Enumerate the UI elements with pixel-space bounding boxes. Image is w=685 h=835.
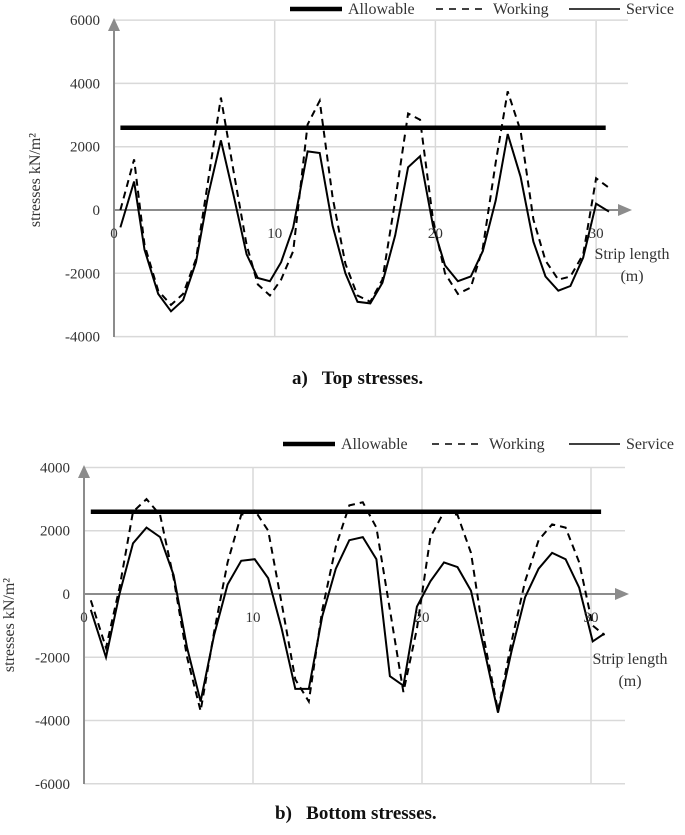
y-tick-label: -2000 — [65, 266, 100, 282]
x-axis-arrow-icon — [618, 204, 632, 216]
legend-label-allowable: Allowable — [348, 1, 415, 18]
legend-label-allowable: Allowable — [341, 436, 408, 453]
y-axis-arrow-icon — [108, 18, 120, 31]
top-labels: -4000 -2000 0 2000 4000 6000 0 10 20 30 stresses k… — [27, 13, 670, 346]
y-axis-arrow-icon — [78, 465, 90, 478]
series-service — [119, 133, 610, 313]
x-tick-label: 20 — [428, 226, 443, 242]
y-tick-label: -6000 — [35, 777, 70, 793]
top-grid — [114, 19, 628, 338]
y-tick-label: 0 — [93, 203, 101, 219]
y-tick-label: 2000 — [40, 524, 70, 540]
y-axis-title: stresses kN/m² — [27, 133, 44, 227]
legend-label-working: Working — [489, 436, 545, 453]
top-axes — [108, 18, 632, 337]
bottom-labels: -6000 -4000 -2000 0 2000 4000 0 10 20 30 stresses … — [1, 460, 668, 792]
legend-label-working: Working — [493, 1, 549, 18]
y-axis-title: stresses kN/m² — [1, 578, 18, 672]
x-tick-label: 0 — [80, 610, 88, 626]
x-tick-label: 0 — [110, 226, 118, 242]
top-series — [119, 90, 610, 313]
series-service — [89, 526, 606, 713]
y-tick-label: 2000 — [70, 140, 100, 156]
x-axis-title-line2: (m) — [618, 673, 641, 690]
series-working — [89, 497, 606, 712]
x-tick-label: 20 — [415, 610, 430, 626]
legend-label-service: Service — [626, 436, 674, 453]
y-tick-label: -2000 — [35, 650, 70, 666]
bottom-series — [89, 497, 606, 713]
bottom-axes — [78, 465, 629, 784]
x-axis-arrow-icon — [615, 588, 629, 600]
y-tick-label: 4000 — [70, 76, 100, 92]
bottom-chart-caption: b) Bottom stresses. — [275, 803, 437, 824]
y-tick-label: 0 — [63, 587, 71, 603]
x-tick-label: 30 — [584, 610, 599, 626]
bottom-legend: Allowable Working Service — [283, 436, 674, 453]
top-legend: Allowable Working Service — [290, 1, 674, 18]
x-axis-title-line1: Strip length — [592, 651, 667, 668]
top-stresses-chart: Allowable Working Service -4000 -2000 0 2000 4… — [27, 1, 674, 346]
x-tick-label: 30 — [589, 226, 604, 242]
legend-label-service: Service — [626, 1, 674, 18]
x-axis-title-line1: Strip length — [594, 246, 669, 263]
y-tick-label: -4000 — [35, 714, 70, 730]
top-chart-caption: a) Top stresses. — [292, 368, 424, 389]
y-tick-label: 4000 — [40, 460, 70, 476]
x-axis-title-line2: (m) — [620, 268, 643, 285]
y-tick-label: -4000 — [65, 330, 100, 346]
x-tick-label: 10 — [267, 226, 282, 242]
series-working — [119, 90, 610, 307]
x-tick-label: 10 — [246, 610, 261, 626]
y-tick-label: 6000 — [70, 13, 100, 29]
bottom-grid — [84, 466, 625, 785]
